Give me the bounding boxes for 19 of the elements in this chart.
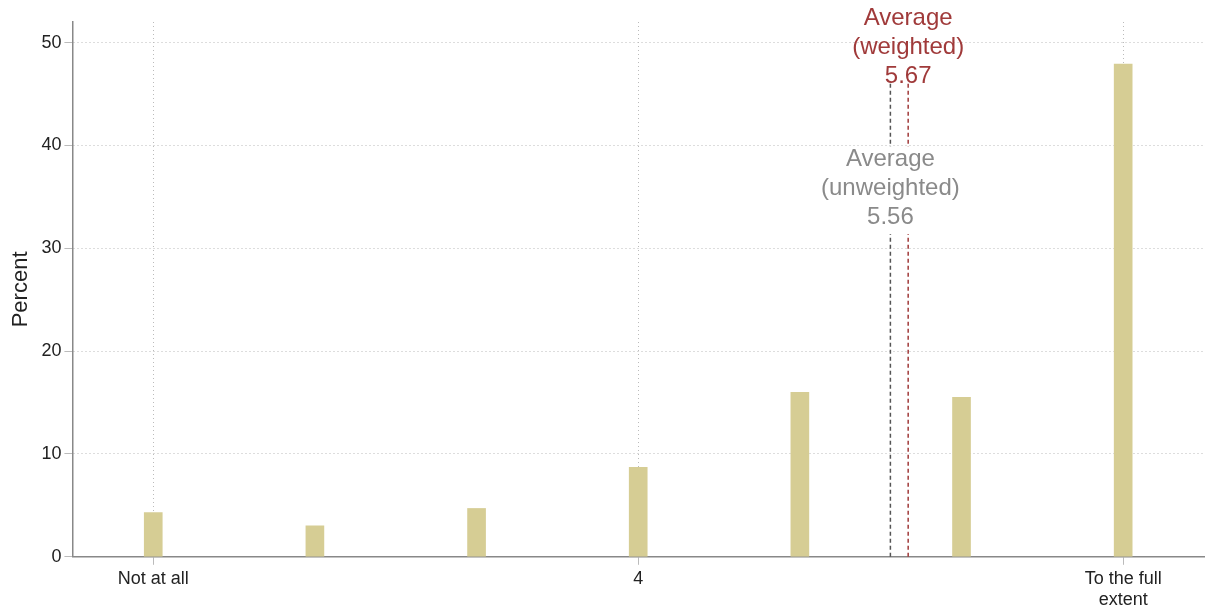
y-tick-label: 30 bbox=[41, 237, 62, 258]
annotation: Average (weighted) 5.67 bbox=[852, 2, 965, 88]
x-tick-label: To the full extent bbox=[1084, 567, 1162, 610]
y-tick-label: 40 bbox=[41, 134, 62, 155]
x-tick-label: Not at all bbox=[117, 567, 189, 588]
y-tick-label: 20 bbox=[41, 340, 62, 361]
bar bbox=[143, 512, 163, 557]
bar bbox=[467, 508, 486, 557]
annotation: Average (unweighted) 5.56 bbox=[821, 143, 960, 229]
y-axis-title: Percent bbox=[7, 251, 33, 328]
bar bbox=[952, 397, 971, 557]
x-tick-label: 4 bbox=[633, 567, 644, 588]
y-tick-label: 0 bbox=[51, 545, 62, 566]
bar bbox=[1113, 63, 1133, 557]
bar bbox=[305, 525, 325, 557]
bar bbox=[628, 466, 648, 557]
bar bbox=[790, 391, 810, 557]
y-tick-label: 50 bbox=[41, 31, 62, 52]
y-tick-label: 10 bbox=[41, 442, 62, 463]
